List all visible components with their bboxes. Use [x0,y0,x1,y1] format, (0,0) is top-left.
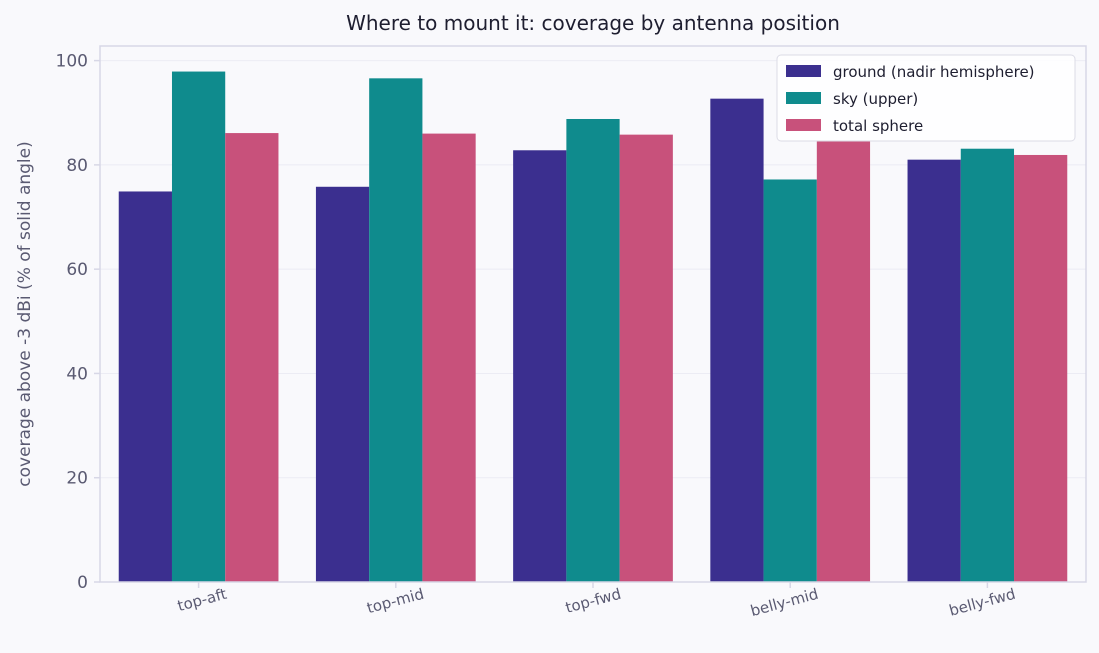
bar-top-fwd-sky [566,118,620,583]
bar-belly-fwd-total [1014,154,1068,582]
legend-swatch-sky [786,92,821,104]
x-tick-label: top-fwd [563,585,623,617]
legend-label-sky: sky (upper) [833,90,918,108]
bar-belly-mid-ground [710,98,764,583]
legend: ground (nadir hemisphere) sky (upper) tota… [776,54,1076,142]
legend-label-ground: ground (nadir hemisphere) [833,63,1035,81]
legend-label-total: total sphere [833,117,923,135]
legend-box [776,54,1076,142]
bars-group [118,71,1068,583]
chart-title: Where to mount it: coverage by antenna p… [346,11,840,35]
x-tick-label: belly-mid [748,585,820,620]
x-tick-label: top-aft [176,585,229,615]
x-tick-label: belly-fwd [947,585,1017,620]
y-tick-label: 80 [66,156,88,176]
bar-top-aft-total [225,133,279,583]
y-tick-label: 100 [56,52,88,72]
plot-area: 0 20 40 60 80 100 top-aft top-mid top-fwd belly-m… [56,45,1087,620]
bar-top-aft-sky [171,71,226,582]
bar-top-fwd-total [619,134,673,583]
y-axis-label: coverage above -3 dBi (% of solid angle) [15,141,35,486]
bar-top-mid-total [422,133,476,582]
bar-belly-mid-total [816,140,871,582]
bar-top-aft-ground [118,191,172,582]
x-tick-label: top-mid [365,585,426,617]
y-tick-label: 0 [77,573,88,593]
bar-top-mid-sky [369,78,423,583]
y-tick-label: 20 [66,469,88,489]
bar-belly-mid-sky [763,179,817,583]
y-tick-label: 60 [66,260,88,280]
bar-belly-fwd-sky [960,148,1015,583]
bar-belly-fwd-ground [907,159,961,582]
bar-top-fwd-ground [513,150,567,582]
legend-swatch-ground [786,65,821,77]
y-tick-label: 40 [66,364,88,384]
bar-top-mid-ground [315,186,370,583]
legend-swatch-total [786,119,821,131]
